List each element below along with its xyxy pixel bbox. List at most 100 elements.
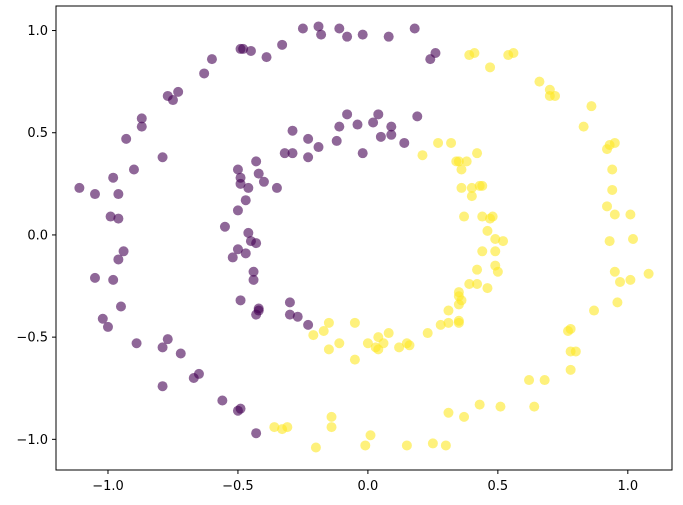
data-point bbox=[352, 119, 363, 130]
data-point bbox=[524, 375, 535, 386]
data-point bbox=[456, 164, 467, 175]
data-point bbox=[318, 326, 329, 336]
data-point bbox=[443, 407, 454, 418]
plot-frame bbox=[55, 5, 673, 471]
data-point bbox=[310, 442, 321, 453]
data-point bbox=[108, 172, 119, 183]
data-point bbox=[643, 268, 654, 279]
data-point bbox=[404, 340, 415, 351]
data-point bbox=[495, 401, 506, 412]
data-point bbox=[277, 39, 288, 50]
data-point bbox=[349, 354, 360, 365]
data-point bbox=[303, 319, 314, 330]
y-tick-label: 0.5 bbox=[27, 126, 48, 141]
data-point bbox=[323, 317, 334, 328]
data-point bbox=[115, 301, 126, 312]
data-point bbox=[609, 266, 620, 277]
data-point bbox=[240, 195, 251, 206]
data-point bbox=[243, 227, 254, 238]
data-point bbox=[490, 246, 501, 257]
data-point bbox=[365, 430, 376, 441]
data-point bbox=[427, 438, 438, 449]
data-point bbox=[118, 246, 129, 257]
data-point bbox=[477, 180, 488, 191]
data-point bbox=[162, 334, 173, 345]
data-point bbox=[375, 131, 386, 142]
data-point bbox=[370, 342, 381, 353]
data-point bbox=[440, 440, 451, 451]
data-point bbox=[563, 326, 574, 336]
data-point bbox=[417, 150, 428, 161]
data-point bbox=[232, 244, 243, 255]
data-point bbox=[313, 142, 324, 153]
data-point bbox=[401, 440, 412, 451]
data-point bbox=[368, 117, 379, 128]
data-point bbox=[297, 23, 308, 34]
data-point bbox=[487, 211, 498, 222]
data-point bbox=[113, 213, 124, 224]
y-axis: 1.0 0.5 0.0 −0.5 −1.0 bbox=[16, 24, 56, 448]
data-point bbox=[474, 399, 485, 410]
data-point bbox=[383, 31, 394, 42]
x-tick-label: −1.0 bbox=[92, 479, 124, 494]
data-point bbox=[459, 211, 470, 222]
data-point bbox=[217, 395, 228, 406]
data-point bbox=[453, 315, 464, 326]
data-point bbox=[131, 338, 142, 349]
data-point bbox=[193, 368, 204, 379]
data-point bbox=[570, 346, 581, 357]
data-point bbox=[612, 297, 623, 308]
data-point bbox=[498, 236, 509, 247]
data-point bbox=[261, 52, 272, 63]
data-point bbox=[609, 209, 620, 220]
data-point bbox=[394, 342, 405, 353]
data-point bbox=[482, 225, 493, 236]
data-point bbox=[383, 328, 394, 339]
data-point bbox=[360, 440, 371, 451]
data-point bbox=[199, 68, 210, 79]
data-point bbox=[323, 344, 334, 355]
data-point bbox=[464, 50, 475, 61]
data-point bbox=[227, 252, 238, 263]
data-point bbox=[589, 305, 600, 316]
x-tick-label: 0.5 bbox=[488, 479, 509, 494]
data-point bbox=[430, 48, 441, 59]
data-point bbox=[459, 411, 470, 422]
x-tick-label: 0.0 bbox=[358, 479, 379, 494]
data-point bbox=[238, 43, 249, 54]
data-point bbox=[477, 246, 488, 257]
data-point bbox=[578, 121, 589, 132]
data-point bbox=[89, 189, 100, 200]
data-point bbox=[435, 319, 446, 330]
data-point bbox=[167, 95, 178, 106]
data-point bbox=[232, 164, 243, 175]
data-point bbox=[136, 113, 147, 124]
data-point bbox=[245, 45, 256, 56]
data-point bbox=[485, 62, 496, 73]
data-point bbox=[456, 182, 467, 193]
data-point bbox=[287, 148, 298, 159]
data-point bbox=[232, 205, 243, 216]
data-point bbox=[113, 254, 124, 265]
data-point bbox=[492, 266, 503, 277]
data-point bbox=[287, 125, 298, 136]
data-point bbox=[128, 164, 139, 175]
data-point bbox=[628, 234, 639, 245]
data-point bbox=[342, 31, 353, 42]
data-point bbox=[206, 54, 217, 65]
data-point bbox=[607, 164, 618, 175]
data-point bbox=[303, 152, 314, 163]
data-point bbox=[240, 248, 251, 259]
data-point bbox=[602, 201, 613, 212]
data-point bbox=[258, 176, 269, 187]
data-point bbox=[625, 274, 636, 285]
data-point bbox=[284, 309, 295, 320]
x-tick-label: −0.5 bbox=[222, 479, 254, 494]
data-point bbox=[586, 101, 597, 112]
data-point bbox=[175, 348, 186, 359]
data-point bbox=[508, 48, 519, 59]
data-point bbox=[412, 111, 423, 122]
data-point bbox=[331, 135, 342, 146]
data-point bbox=[173, 86, 184, 97]
data-point bbox=[490, 234, 501, 245]
